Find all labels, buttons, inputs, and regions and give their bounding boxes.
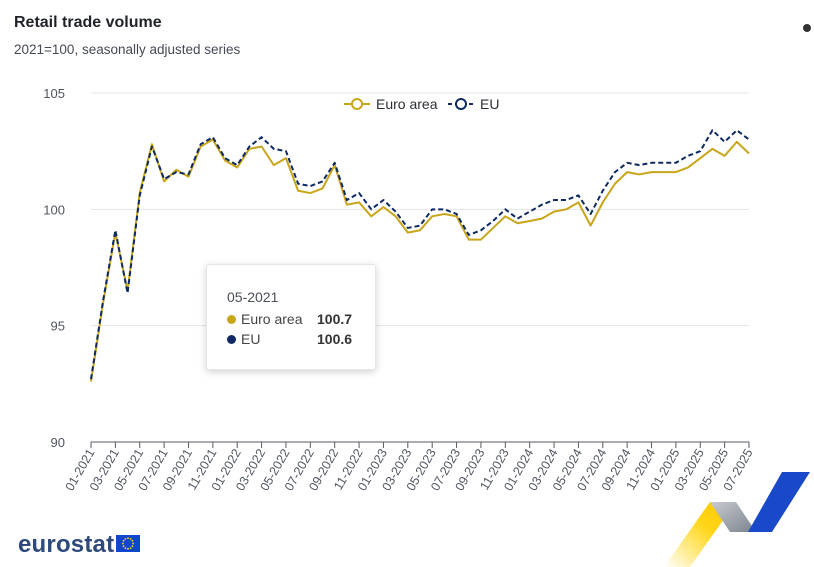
chart-title: Retail trade volume [14, 14, 162, 31]
y-tick-label: 105 [43, 86, 65, 101]
x-axis: 01-202103-202105-202107-202109-202111-20… [63, 441, 756, 493]
tooltip-row-eu: EU 100.6 [227, 331, 367, 349]
eu-flag-icon [116, 535, 140, 552]
tooltip-date: 05-2021 [227, 289, 279, 305]
tooltip-eu-name: EU [241, 331, 261, 347]
tooltip-euro-area-dot [227, 315, 236, 324]
series-lines [90, 129, 750, 382]
y-tick-label: 95 [51, 319, 65, 334]
chart-menu-icon[interactable] [803, 24, 811, 32]
decorative-swoosh [664, 472, 810, 567]
chart-subtitle: 2021=100, seasonally adjusted series [14, 42, 241, 57]
legend-euro-area-label: Euro area [376, 96, 438, 112]
tooltip: 05-2021 Euro area 100.7 EU 100.6 [206, 264, 376, 370]
tooltip-euro-area-value: 100.7 [317, 311, 353, 327]
legend: Euro area EU [344, 96, 499, 112]
series-line-euro-area[interactable] [90, 138, 750, 382]
series-line-eu[interactable] [90, 129, 750, 380]
tooltip-euro-area-name: Euro area [241, 311, 303, 327]
legend-euro-area-marker [351, 98, 363, 110]
legend-item-euro-area[interactable]: Euro area [344, 96, 438, 112]
eurostat-logo: eurostat [18, 531, 115, 558]
y-tick-label: 90 [51, 435, 65, 450]
y-axis-ticks: 90 95 100 105 [43, 86, 65, 450]
legend-eu-label: EU [480, 96, 499, 112]
tooltip-row-euro-area: Euro area 100.7 [227, 311, 367, 329]
legend-eu-marker [455, 98, 467, 110]
y-tick-label: 100 [43, 202, 65, 217]
gridlines [91, 92, 749, 327]
tooltip-eu-dot [227, 335, 236, 344]
tooltip-eu-value: 100.6 [317, 331, 353, 347]
legend-item-eu[interactable]: EU [448, 96, 499, 112]
